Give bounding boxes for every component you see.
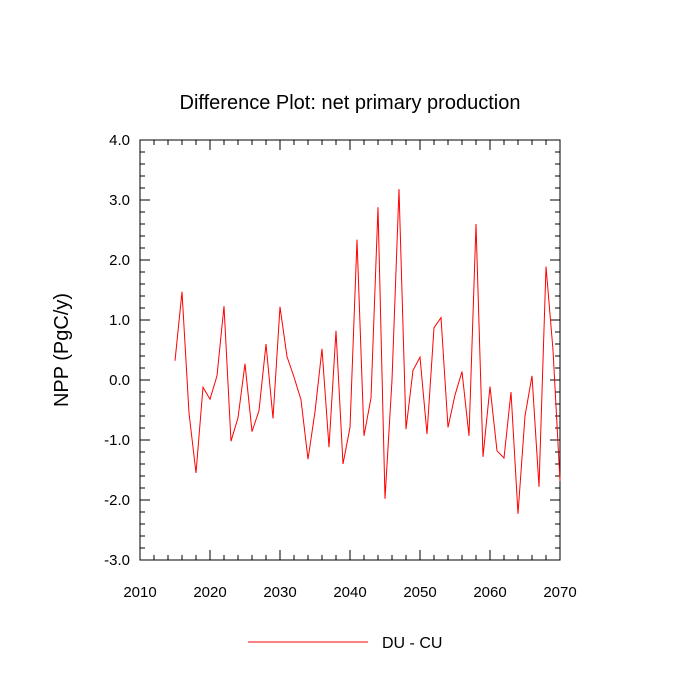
series-points (175, 189, 560, 514)
y-tick-labels: 4.0 3.0 2.0 1.0 0.0 -1.0 -2.0 -3.0 (104, 132, 130, 569)
y-tick-label: 4.0 (109, 132, 130, 149)
plot-area: 4.0 3.0 2.0 1.0 0.0 -1.0 -2.0 -3.0 2010 2020 2030… (104, 132, 577, 601)
x-tick-label: 2050 (403, 584, 436, 601)
x-tick-label: 2010 (123, 584, 156, 601)
plot-frame (139, 139, 561, 561)
minor-ticks (140, 140, 560, 560)
series-line-du-cu (174, 189, 561, 514)
legend: DU - CU (248, 635, 442, 652)
y-tick-label: 2.0 (109, 252, 130, 269)
chart-title: Difference Plot: net primary production (180, 92, 521, 114)
y-tick-label: 1.0 (109, 312, 130, 329)
y-tick-label: -2.0 (104, 492, 130, 509)
x-tick-labels: 2010 2020 2030 2040 2050 2060 2070 (123, 584, 576, 601)
legend-label: DU - CU (382, 635, 442, 652)
y-tick-label: 3.0 (109, 192, 130, 209)
x-tick-label: 2070 (543, 584, 576, 601)
x-tick-label: 2020 (193, 584, 226, 601)
y-tick-label: 0.0 (109, 372, 130, 389)
y-tick-label: -1.0 (104, 432, 130, 449)
x-tick-label: 2040 (333, 584, 366, 601)
y-axis-label: NPP (PgC/y) (51, 293, 73, 407)
major-ticks (139, 139, 561, 561)
y-tick-label: -3.0 (104, 552, 130, 569)
x-tick-label: 2030 (263, 584, 296, 601)
x-tick-label: 2060 (473, 584, 506, 601)
